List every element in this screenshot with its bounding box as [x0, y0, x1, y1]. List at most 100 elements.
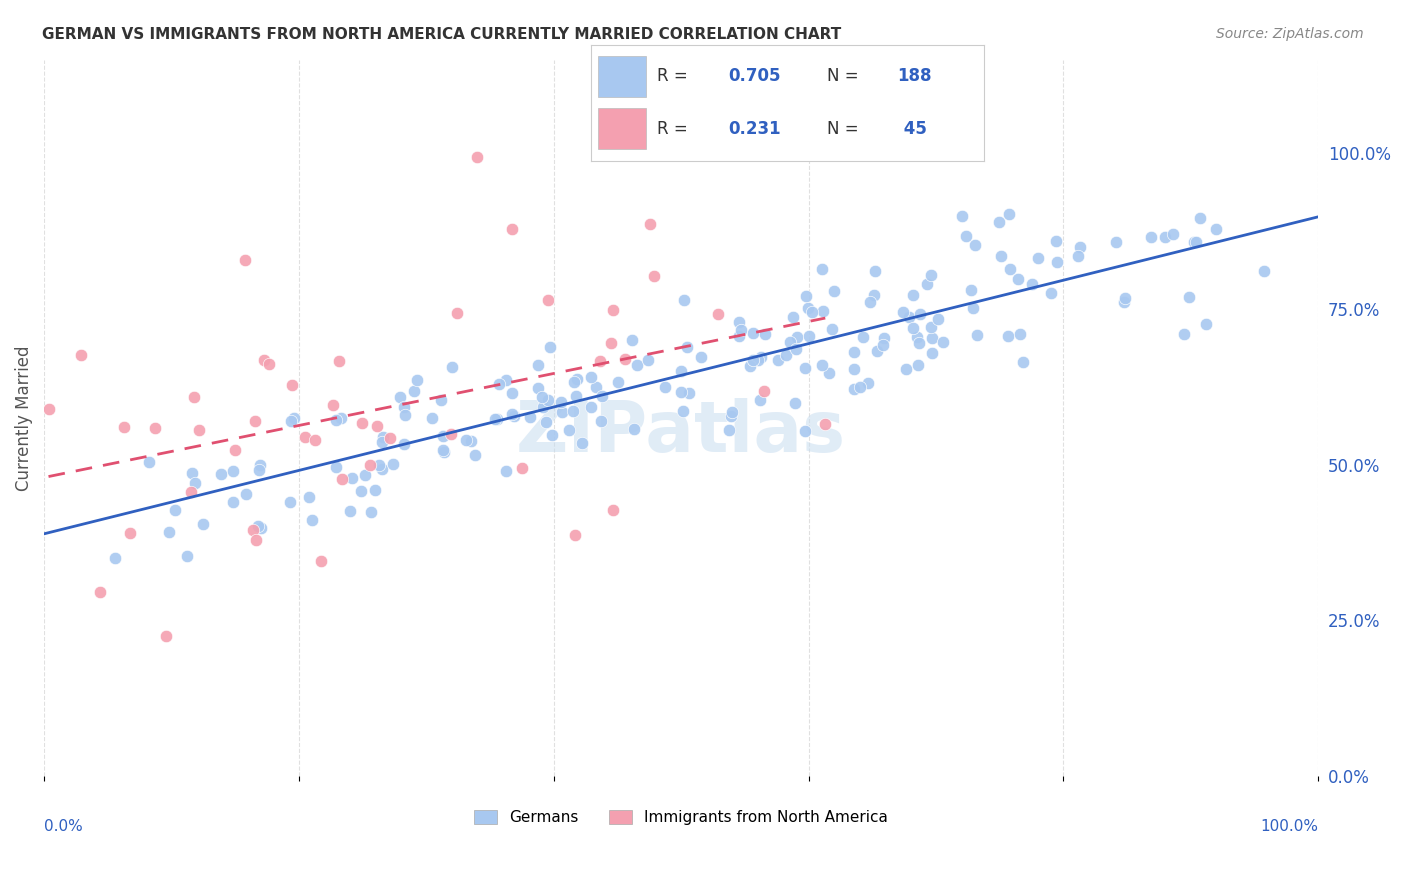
Point [754, 327, 776, 342]
Point [440, 427, 463, 442]
Point [221, 464, 243, 478]
Point [406, 374, 429, 388]
Point [184, 476, 207, 491]
Point [955, 228, 977, 243]
Legend: Germans, Immigrants from North America: Germans, Immigrants from North America [467, 803, 896, 833]
Point [501, 407, 523, 421]
Point [464, 449, 486, 463]
Point [512, 461, 534, 475]
Point [371, 430, 394, 444]
Point [920, 319, 942, 334]
Point [1188, 211, 1211, 226]
Point [394, 400, 416, 414]
Point [537, 293, 560, 307]
Point [371, 461, 394, 475]
Point [782, 310, 804, 324]
Point [585, 380, 607, 394]
Point [637, 353, 659, 368]
Text: 0.0%: 0.0% [44, 819, 83, 834]
Y-axis label: Currently Married: Currently Married [15, 345, 32, 491]
Point [720, 409, 742, 423]
Point [821, 322, 844, 336]
FancyBboxPatch shape [599, 56, 645, 97]
Point [527, 381, 550, 395]
Point [165, 502, 187, 516]
Point [502, 409, 524, 423]
Point [1045, 234, 1067, 248]
Point [222, 495, 245, 509]
Point [371, 435, 394, 450]
Point [794, 289, 817, 303]
Point [537, 393, 560, 408]
Point [551, 405, 574, 419]
Point [1008, 326, 1031, 341]
Point [1178, 290, 1201, 304]
Text: ZIPatlas: ZIPatlas [516, 398, 846, 467]
Point [672, 403, 695, 417]
Point [1007, 272, 1029, 286]
Point [749, 350, 772, 364]
Point [280, 414, 302, 428]
Point [530, 390, 553, 404]
Point [1161, 227, 1184, 242]
Point [485, 412, 508, 426]
Point [245, 533, 267, 547]
Point [304, 433, 326, 447]
Point [1046, 254, 1069, 268]
Point [785, 342, 807, 356]
Point [183, 391, 205, 405]
Point [378, 431, 401, 445]
Point [402, 384, 425, 398]
Point [672, 293, 695, 308]
Text: 100.0%: 100.0% [1260, 819, 1319, 834]
Point [905, 329, 928, 343]
Point [155, 629, 177, 643]
Point [1185, 235, 1208, 249]
Point [852, 330, 875, 344]
Point [844, 382, 866, 396]
Point [325, 412, 347, 426]
Point [328, 354, 350, 368]
Point [176, 549, 198, 564]
Point [484, 412, 506, 426]
Point [872, 338, 894, 352]
Point [118, 525, 141, 540]
Point [894, 361, 917, 376]
Point [253, 352, 276, 367]
Point [963, 238, 986, 252]
Point [495, 464, 517, 478]
Point [247, 518, 270, 533]
Point [454, 434, 477, 448]
Point [1173, 326, 1195, 341]
Point [422, 410, 444, 425]
Point [69, 348, 91, 362]
Text: N =: N = [827, 67, 863, 85]
Point [863, 264, 886, 278]
Point [330, 411, 353, 425]
Point [768, 353, 790, 368]
Point [432, 429, 454, 443]
Point [654, 380, 676, 394]
Point [1021, 277, 1043, 291]
Point [1067, 250, 1090, 264]
Point [394, 437, 416, 451]
Point [962, 301, 984, 316]
Point [538, 341, 561, 355]
Point [720, 405, 742, 419]
Point [602, 303, 624, 318]
Point [786, 329, 808, 343]
Point [188, 424, 211, 438]
Point [990, 249, 1012, 263]
Point [1012, 355, 1035, 369]
Point [247, 463, 270, 477]
FancyBboxPatch shape [599, 109, 645, 149]
Point [359, 458, 381, 472]
Point [931, 334, 953, 349]
Point [224, 442, 246, 457]
Point [849, 380, 872, 394]
Point [298, 490, 321, 504]
Point [340, 470, 363, 484]
Point [987, 214, 1010, 228]
Point [243, 414, 266, 428]
Point [534, 415, 557, 429]
